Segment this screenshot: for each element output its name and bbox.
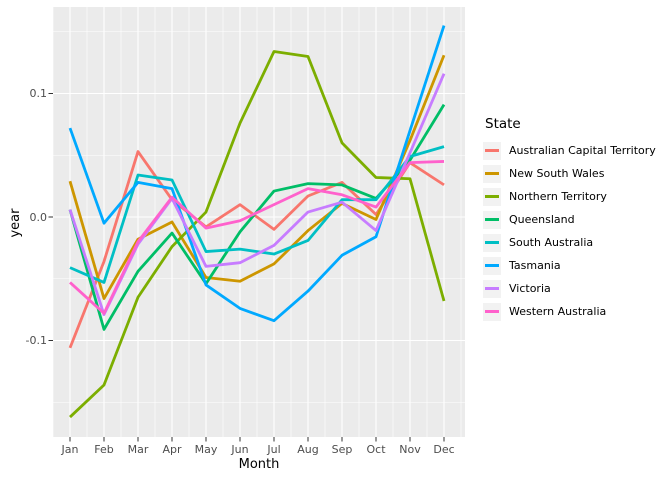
legend-entry-label: Tasmania: [509, 259, 561, 272]
legend-title: State: [485, 116, 521, 132]
legend-key-line: [485, 172, 499, 175]
legend-key-line: [485, 195, 499, 198]
x-tick-label: Sep: [331, 443, 353, 456]
legend-entry: Tasmania: [483, 254, 669, 277]
legend-entry: Western Australia: [483, 300, 669, 323]
legend-entry-label: New South Wales: [509, 167, 605, 180]
legend-key-swatch: [483, 164, 501, 183]
legend-entry-label: Australian Capital Territory: [509, 144, 656, 157]
legend-key-swatch: [483, 210, 501, 229]
legend-entry: Northern Territory: [483, 185, 669, 208]
x-axis-title: Month: [238, 457, 280, 472]
x-tick-label: Apr: [162, 443, 182, 456]
y-tick-label: 0.1: [29, 87, 48, 100]
y-tick-label: -0.1: [25, 334, 47, 347]
legend-entry-label: Northern Territory: [509, 190, 607, 203]
legend-entry: Victoria: [483, 277, 669, 300]
legend-key-swatch: [483, 141, 501, 160]
legend-entry: Queensland: [483, 208, 669, 231]
legend-entries: Australian Capital Territory New South Wa…: [483, 139, 669, 323]
series-line-northern-territory: [69, 50, 446, 419]
legend-key-line: [485, 264, 499, 267]
legend-key-swatch: [483, 279, 501, 298]
legend-entry-label: Queensland: [509, 213, 575, 226]
x-tick-label: Nov: [399, 443, 421, 456]
legend-entry-label: South Australia: [509, 236, 594, 249]
series-line-new-south-wales: [68, 54, 446, 300]
legend-key-swatch: [483, 187, 501, 206]
y-axis-title: year: [8, 208, 23, 238]
y-tick-label: 0.0: [29, 210, 48, 224]
legend-entry: South Australia: [483, 231, 669, 254]
legend-key-line: [485, 310, 499, 313]
series-line-south-australia: [69, 145, 445, 284]
series-line-western-australia: [69, 160, 445, 315]
x-tick-label: May: [194, 443, 218, 456]
legend-key-line: [485, 241, 499, 244]
x-tick-label: Jun: [231, 443, 249, 456]
x-tick-label: Oct: [366, 443, 386, 456]
legend: State Australian Capital Territory New So…: [483, 116, 669, 323]
legend-entry-label: Victoria: [509, 282, 551, 295]
x-tick-label: Jan: [61, 443, 79, 456]
legend-key-swatch: [483, 256, 501, 275]
x-tick-label: Aug: [297, 443, 319, 456]
legend-key-swatch: [483, 233, 501, 252]
legend-key-swatch: [483, 302, 501, 321]
x-tick-label: Mar: [127, 443, 149, 456]
x-tick-label: Feb: [94, 443, 114, 456]
x-tick-label: Dec: [433, 443, 455, 456]
legend-entry: Australian Capital Territory: [483, 139, 669, 162]
legend-entry-label: Western Australia: [509, 305, 607, 318]
legend-key-line: [485, 218, 499, 221]
legend-entry: New South Wales: [483, 162, 669, 185]
legend-key-line: [485, 287, 499, 290]
x-tick-label: Jul: [267, 443, 281, 456]
legend-key-line: [485, 149, 499, 152]
